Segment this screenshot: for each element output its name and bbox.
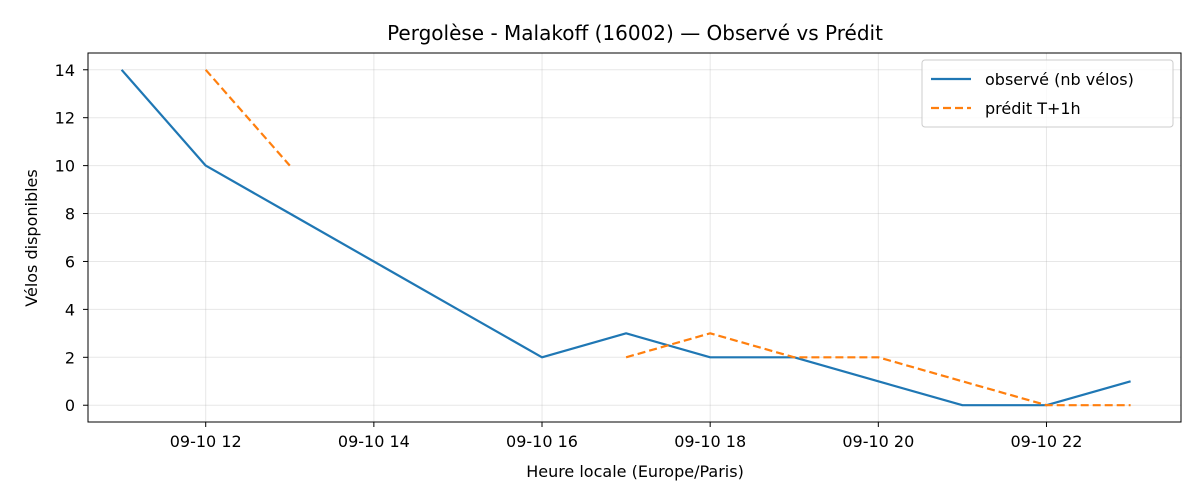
x-tick-label: 09-10 22: [1011, 432, 1083, 451]
y-tick-label: 12: [55, 109, 75, 128]
series-line-predicted: [625, 332, 1131, 407]
x-tick-label: 09-10 12: [170, 432, 242, 451]
y-tick-label: 14: [55, 61, 75, 80]
x-axis: 09-10 12 09-10 14 09-10 16 09-10 18 09-10 20…: [170, 422, 1083, 451]
y-tick-label: 6: [65, 252, 75, 271]
y-tick-label: 0: [65, 396, 75, 415]
x-tick-label: 09-10 20: [842, 432, 914, 451]
series-line-predicted: [204, 69, 291, 167]
x-tick-label: 09-10 14: [338, 432, 410, 451]
legend-label-observed: observé (nb vélos): [985, 70, 1134, 89]
y-axis-label: Vélos disponibles: [22, 169, 41, 306]
x-tick-label: 09-10 16: [506, 432, 578, 451]
chart-title: Pergolèse - Malakoff (16002) — Observé v…: [387, 21, 883, 45]
plot-frame: [87, 52, 1182, 423]
y-axis: 0 2 4 6 8 10 12 14: [55, 61, 88, 415]
y-tick-label: 2: [65, 348, 75, 367]
legend-label-predicted: prédit T+1h: [985, 99, 1081, 118]
series-line-observed: [120, 69, 1131, 407]
legend-box: [921, 59, 1174, 128]
legend: observé (nb vélos) prédit T+1h: [921, 59, 1174, 128]
x-tick-label: 09-10 18: [674, 432, 746, 451]
y-tick-label: 4: [65, 300, 75, 319]
y-tick-label: 8: [65, 205, 75, 224]
x-axis-label: Heure locale (Europe/Paris): [526, 462, 744, 481]
series-group: [120, 69, 1131, 407]
y-tick-label: 10: [55, 157, 75, 176]
